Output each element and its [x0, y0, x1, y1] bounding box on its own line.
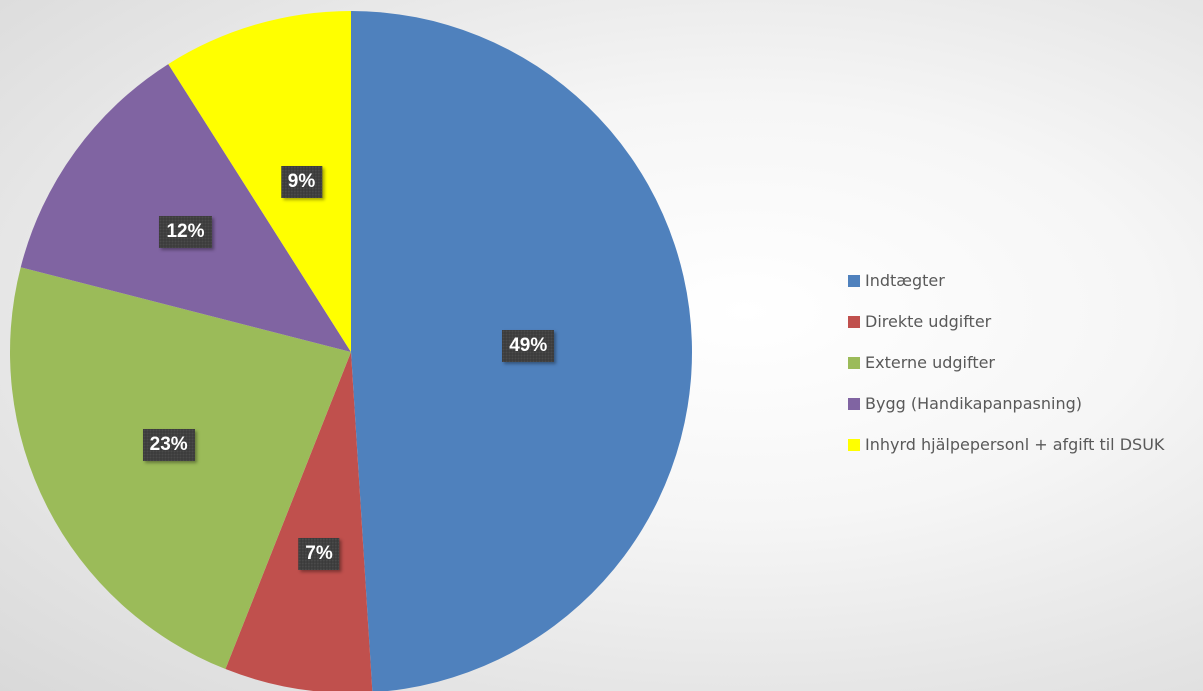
legend-item-5: Inhyrd hjälpepersonl + afgift til DSUK — [848, 424, 1164, 465]
pie-slice-5 — [168, 11, 351, 352]
legend-item-1: Indtægter — [848, 260, 1164, 301]
legend-label: Externe udgifter — [865, 353, 996, 372]
legend-swatch — [848, 397, 860, 410]
legend-item-2: Direkte udgifter — [848, 301, 1164, 342]
pie-slice-2 — [225, 352, 373, 691]
data-label-2: 7% — [298, 538, 340, 571]
legend: Indtægter Direkte udgifter Externe udgifte… — [848, 260, 1164, 465]
legend-label: Bygg (Handikapanpasning) — [865, 394, 1082, 413]
data-label-3: 23% — [142, 428, 195, 461]
legend-label: Indtægter — [865, 271, 945, 290]
legend-item-4: Bygg (Handikapanpasning) — [848, 383, 1164, 424]
legend-label: Direkte udgifter — [865, 312, 992, 331]
data-label-4: 12% — [159, 215, 212, 248]
data-label-1: 49% — [502, 330, 555, 363]
legend-swatch — [848, 274, 860, 287]
legend-swatch — [848, 438, 860, 451]
data-label-5: 9% — [280, 165, 323, 198]
legend-swatch — [848, 315, 860, 328]
pie-slice-4 — [20, 64, 352, 353]
legend-item-3: Externe udgifter — [848, 342, 1164, 383]
pie-slice-3 — [10, 267, 351, 670]
legend-swatch — [848, 356, 860, 369]
legend-label: Inhyrd hjälpepersonl + afgift til DSUK — [865, 435, 1165, 454]
